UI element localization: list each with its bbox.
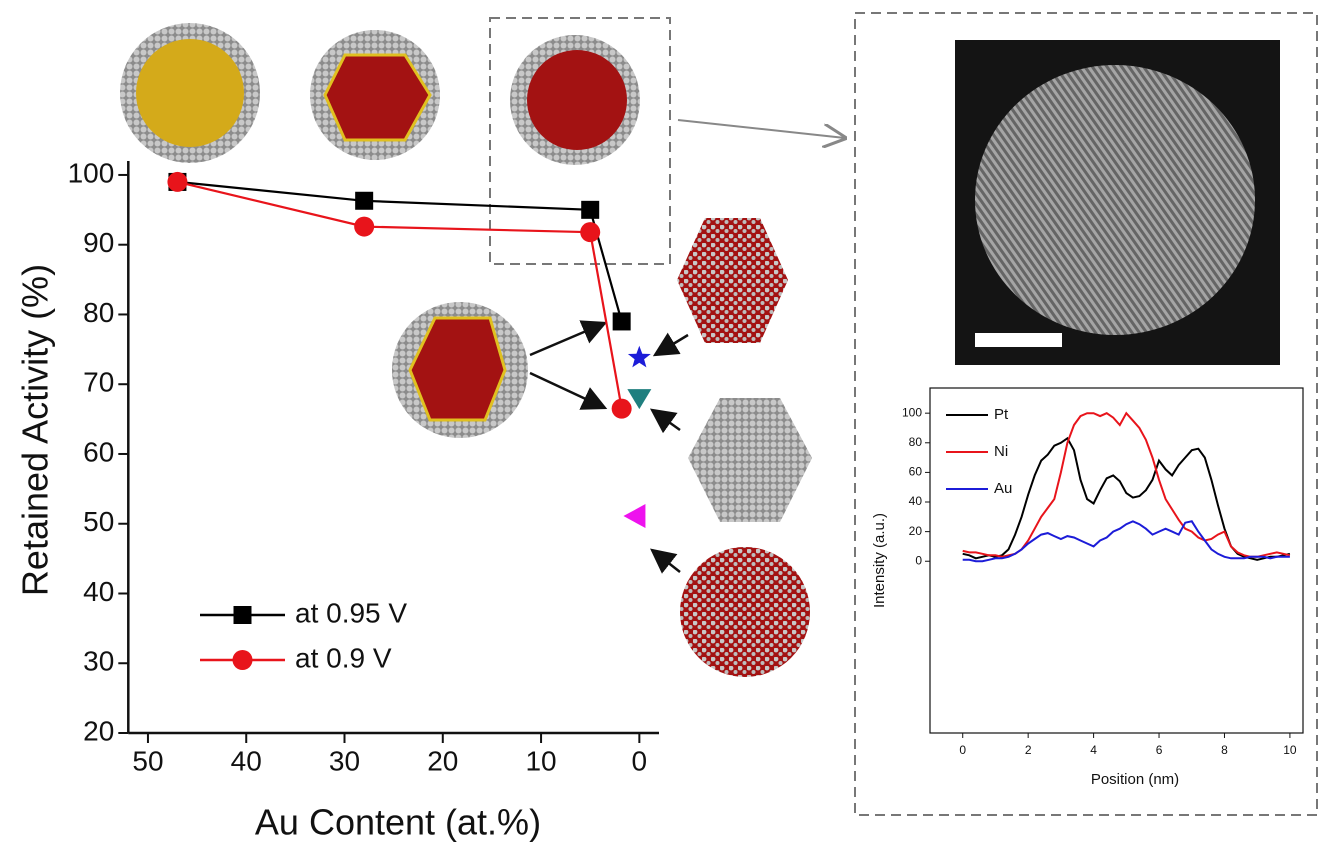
y-tick-label: 80	[909, 435, 923, 449]
data-point	[613, 312, 631, 330]
y-axis-label: Retained Activity (%)	[15, 264, 56, 596]
legend-marker	[234, 606, 252, 624]
y-tick-label: 40	[83, 576, 114, 607]
y-tick-label: 100	[902, 405, 922, 419]
y-tick-label: 60	[909, 465, 923, 479]
zoom-arrow	[678, 120, 845, 138]
y-tick-label: 70	[83, 367, 114, 398]
y-tick-label: 0	[915, 553, 922, 567]
x-tick-label: 0	[959, 743, 966, 757]
y-tick-label: 50	[83, 506, 114, 537]
y-tick-label: 80	[83, 297, 114, 328]
x-axis-label: Position (nm)	[1091, 771, 1179, 788]
x-tick-label: 40	[231, 745, 262, 776]
series-line	[177, 182, 621, 322]
data-point	[612, 399, 632, 419]
x-tick-label: 20	[427, 745, 458, 776]
x-tick-label: 10	[525, 745, 556, 776]
x-tick-label: 30	[329, 745, 360, 776]
x-tick-label: 6	[1156, 743, 1163, 757]
x-tick-label: 2	[1025, 743, 1032, 757]
legend-label: at 0.9 V	[295, 642, 392, 673]
x-tick-label: 4	[1090, 743, 1097, 757]
data-point	[581, 201, 599, 219]
legend-label: Au	[994, 480, 1012, 497]
x-tick-label: 0	[632, 745, 648, 776]
x-tick-label: 8	[1221, 743, 1228, 757]
y-tick-label: 90	[83, 227, 114, 258]
legend-label: at 0.95 V	[295, 597, 407, 628]
legend-marker	[233, 650, 253, 670]
y-tick-label: 40	[909, 494, 923, 508]
legend-label: Pt	[994, 406, 1009, 423]
data-point	[355, 192, 373, 210]
y-tick-label: 20	[83, 715, 114, 746]
data-point	[354, 217, 374, 237]
data-point	[580, 222, 600, 242]
y-tick-label: 30	[83, 646, 114, 677]
pointer-arrows	[530, 323, 688, 572]
series-line	[963, 438, 1290, 560]
figure: 203040506070809010050403020100Au Content…	[0, 0, 1323, 849]
x-tick-label: 10	[1283, 743, 1297, 757]
legend-label: Ni	[994, 443, 1008, 460]
y-tick-label: 20	[909, 524, 923, 538]
tem-image	[955, 40, 1280, 365]
y-tick-label: 100	[68, 157, 115, 188]
y-tick-label: 60	[83, 436, 114, 467]
data-point	[167, 172, 187, 192]
x-axis-label: Au Content (at.%)	[255, 802, 541, 843]
particles	[120, 23, 812, 677]
y-axis-label: Intensity (a.u.)	[871, 513, 888, 608]
data-point	[623, 504, 645, 528]
data-point	[628, 346, 651, 368]
x-tick-label: 50	[132, 745, 163, 776]
